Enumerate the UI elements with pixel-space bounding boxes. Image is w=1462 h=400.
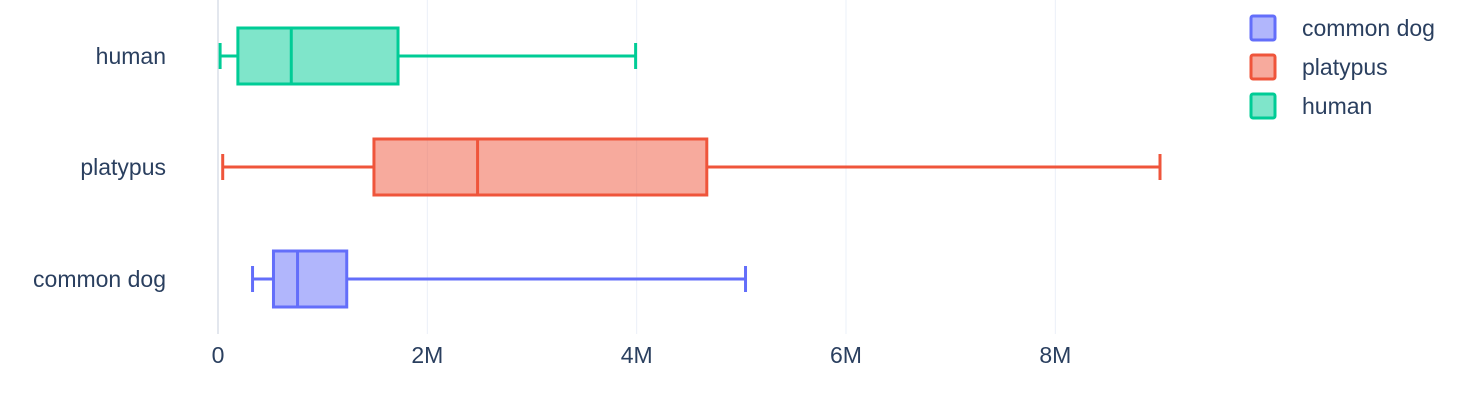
legend-item-common-dog[interactable]: common dog [1249,14,1435,42]
x-tick-label: 2M [411,342,443,368]
legend-swatch [1249,14,1277,42]
box-layer [218,26,1162,309]
legend-item-platypus[interactable]: platypus [1249,53,1388,81]
x-tick-label: 4M [621,342,653,368]
legend[interactable]: common dog platypus human [1249,14,1435,120]
y-tick-label: platypus [80,154,166,180]
legend-swatch [1249,92,1277,120]
box-human[interactable] [218,26,638,86]
legend-item-human[interactable]: human [1249,92,1372,120]
legend-swatch [1249,53,1277,81]
iqr-box [271,249,349,309]
x-axis-tick-labels: 0 2M 4M 6M 8M [212,342,1072,368]
box-platypus[interactable] [221,137,1162,197]
legend-label: common dog [1302,15,1435,41]
y-axis-tick-labels: human platypus common dog [33,43,166,292]
y-tick-label: human [96,43,166,69]
box-common-dog[interactable] [251,249,748,309]
iqr-box [372,137,709,197]
x-tick-label: 6M [830,342,862,368]
y-tick-label: common dog [33,266,166,292]
x-tick-label: 8M [1039,342,1071,368]
legend-label: platypus [1302,54,1388,80]
legend-label: human [1302,93,1372,119]
iqr-box [236,26,400,86]
x-tick-label: 0 [212,342,225,368]
